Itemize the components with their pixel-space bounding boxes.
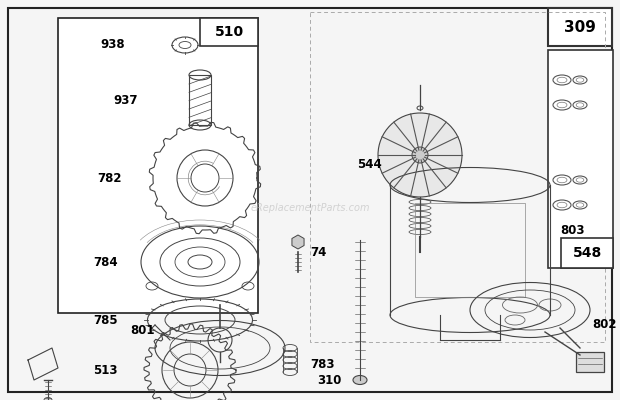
Bar xyxy=(548,50,613,268)
Text: 782: 782 xyxy=(97,172,122,184)
Text: 937: 937 xyxy=(113,94,138,106)
Text: 310: 310 xyxy=(317,374,342,386)
Bar xyxy=(310,12,605,342)
Text: 510: 510 xyxy=(215,25,244,39)
Text: 785: 785 xyxy=(94,314,118,326)
Text: 938: 938 xyxy=(100,38,125,52)
Bar xyxy=(561,238,613,268)
Text: 74: 74 xyxy=(310,246,326,258)
Circle shape xyxy=(412,147,428,163)
Bar xyxy=(189,75,211,125)
Bar xyxy=(576,352,604,372)
Bar xyxy=(200,18,258,46)
Text: 802: 802 xyxy=(592,318,616,332)
Bar xyxy=(58,18,258,313)
Text: eReplacementParts.com: eReplacementParts.com xyxy=(250,203,370,213)
Text: 784: 784 xyxy=(94,256,118,268)
Text: 544: 544 xyxy=(357,158,382,172)
Ellipse shape xyxy=(44,398,52,400)
Text: 783: 783 xyxy=(310,358,335,372)
Text: 548: 548 xyxy=(572,246,601,260)
Text: 513: 513 xyxy=(94,364,118,376)
Ellipse shape xyxy=(353,376,367,384)
Bar xyxy=(548,8,612,46)
Circle shape xyxy=(378,113,462,197)
Bar xyxy=(415,203,525,297)
Text: 803: 803 xyxy=(560,224,585,236)
Text: 801: 801 xyxy=(130,324,155,336)
Text: 309: 309 xyxy=(564,20,596,34)
